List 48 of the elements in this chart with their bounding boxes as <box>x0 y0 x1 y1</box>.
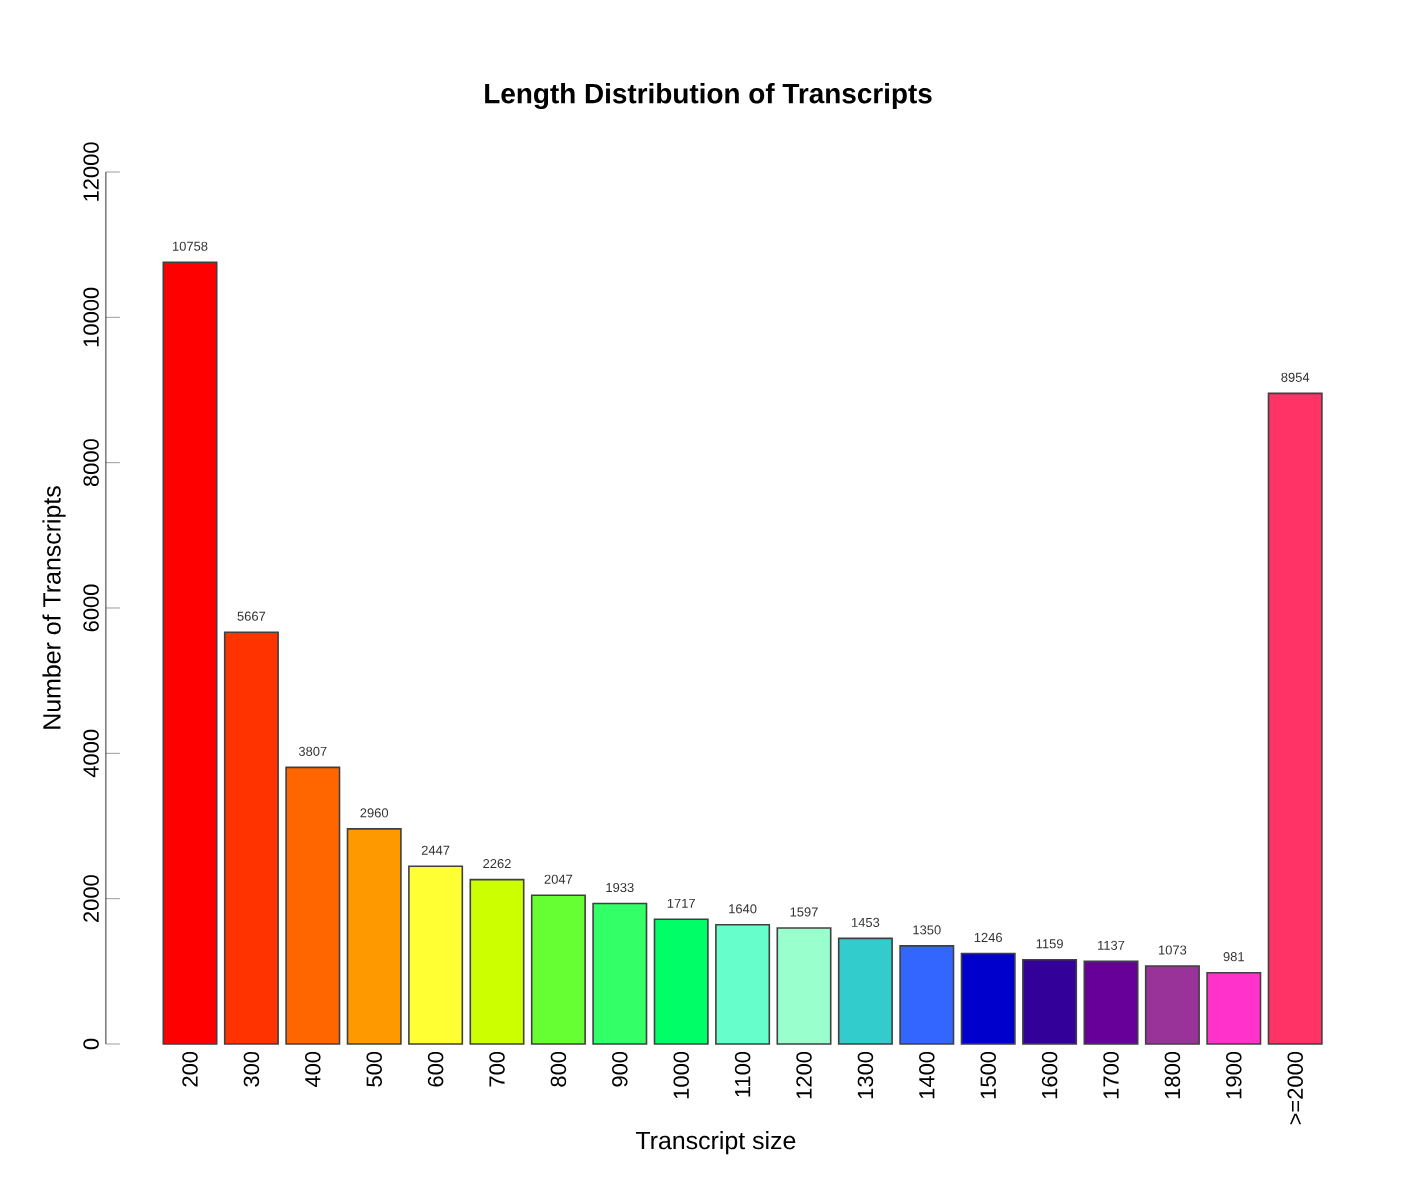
x-tick-label: >=2000 <box>1287 1051 1303 1125</box>
bar <box>469 878 525 1045</box>
x-tick-label: 1700 <box>1103 1051 1119 1099</box>
x-tick-label: 300 <box>243 1051 260 1087</box>
x-tick-label: 1600 <box>1041 1051 1058 1099</box>
y-axis-title: Number of Transcripts <box>42 486 66 729</box>
x-axis-title: Transcript size <box>635 1131 796 1155</box>
bar <box>960 952 1016 1045</box>
y-tick-label: 8000 <box>83 439 99 487</box>
bar <box>223 631 279 1045</box>
bar <box>408 865 464 1045</box>
bar <box>1267 392 1323 1045</box>
bar <box>899 945 955 1045</box>
y-tick-label: 12000 <box>83 142 99 201</box>
y-tick-label: 0 <box>83 1038 99 1050</box>
x-tick-label: 1300 <box>857 1051 874 1099</box>
x-tick-label: 900 <box>612 1051 628 1087</box>
bar <box>776 927 832 1045</box>
x-tick-label: 1100 <box>734 1051 751 1097</box>
x-tick-label: 500 <box>366 1051 382 1087</box>
x-tick-label: 1200 <box>796 1051 812 1099</box>
y-tick-label: 2000 <box>83 875 99 922</box>
chart-title: Length Distribution of Transcripts <box>485 82 932 110</box>
y-tick-label: 10000 <box>83 287 99 347</box>
bar <box>1022 958 1078 1045</box>
x-tick-label: 600 <box>427 1051 444 1087</box>
bar <box>346 828 402 1045</box>
bar <box>1144 965 1200 1045</box>
x-tick-label: 1800 <box>1164 1051 1181 1099</box>
x-tick-label: 200 <box>182 1051 198 1087</box>
y-tick-label: 6000 <box>83 584 99 632</box>
bar <box>837 937 893 1045</box>
bar <box>285 766 341 1045</box>
x-tick-label: 1500 <box>980 1051 996 1099</box>
x-tick-label: 800 <box>550 1051 567 1087</box>
bar <box>653 918 709 1045</box>
x-tick-label: 700 <box>489 1051 505 1087</box>
bar <box>530 894 586 1045</box>
y-tick-label: 4000 <box>83 729 99 778</box>
x-tick-label: 400 <box>305 1051 321 1088</box>
x-tick-label: 1000 <box>673 1051 689 1099</box>
bar <box>592 902 648 1045</box>
bar <box>1206 971 1262 1045</box>
bar <box>162 261 218 1045</box>
x-tick-label: 1900 <box>1226 1051 1242 1099</box>
x-tick-label: 1400 <box>919 1051 935 1099</box>
bar <box>715 924 771 1045</box>
bar <box>1083 960 1139 1045</box>
